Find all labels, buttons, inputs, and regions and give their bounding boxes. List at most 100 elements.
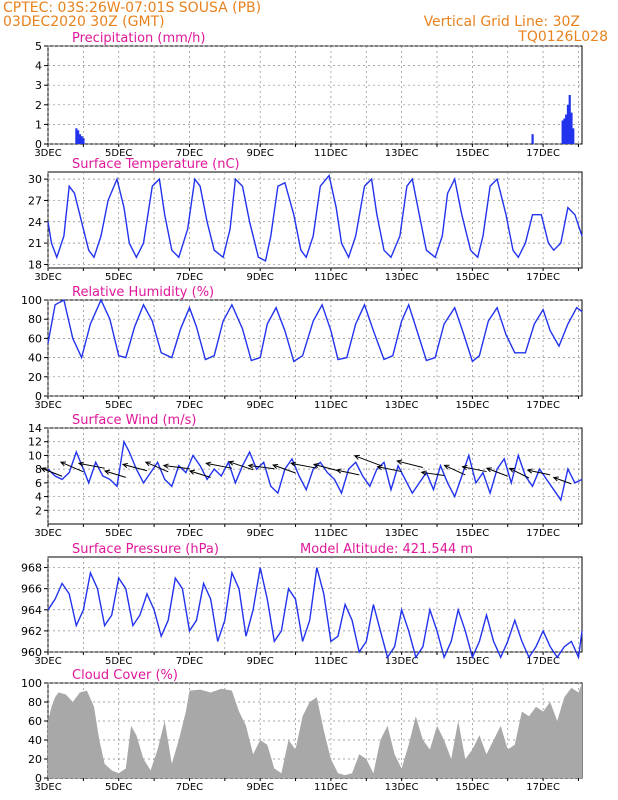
rh-ytick-label: 20 [28,371,42,384]
wind-arrow-head [312,462,319,469]
precip-xtick-label: 15DEC [456,148,490,159]
cloud-xtick-label: 5DEC [105,782,132,793]
wind-arrow-head [40,467,47,473]
wind-xtick-label: 9DEC [246,528,273,539]
cloud-xtick-label: 13DEC [385,782,419,793]
rh-ytick-label: 60 [28,332,42,345]
rh-ytick-label: 100 [21,294,42,307]
rh-panel: 0 20 40 60 80 100 3DEC 5DEC 7DEC 9DEC 11DEC 13DEC 15… [21,285,583,411]
precip-ytick-label: 0 [35,138,42,151]
precip-bar [77,130,80,144]
wind-arrow [509,467,530,479]
precip-bar [563,118,566,144]
wind-xtick-label: 13DEC [385,528,419,539]
wind-arrow-head [188,469,195,475]
wind-series-line [47,439,583,502]
wind-arrow [145,461,169,473]
cloud-xtick-label: 15DEC [456,782,490,793]
pressure-xtick-label: 11DEC [314,656,348,667]
wind-arrow [60,461,84,473]
precip-bar [80,136,83,144]
precip-bar [565,114,568,144]
wind-arrow [336,469,360,476]
temp-xtick-label: 5DEC [105,272,132,283]
cloud-area [48,683,582,778]
precip-bar [78,134,82,144]
precip-ytick-label: 2 [35,99,42,112]
precip-xtick-label: 9DEC [246,148,273,159]
cloud-ytick-label: 20 [28,753,42,766]
cloud-xtick-label: 9DEC [246,782,273,793]
cloud-ytick-label: 80 [28,696,42,709]
precip-title: Precipitation (mm/h) [72,31,205,46]
temp-frame [47,171,583,269]
wind-arrow-head [552,476,559,482]
pressure-xtick-label: 13DEC [385,656,419,667]
temp-ytick-label: 18 [28,258,42,271]
precip-bar [531,134,534,144]
temp-xtick-label: 13DEC [385,272,419,283]
pressure-xtick-label: 17DEC [526,656,560,667]
wind-arrow-head [162,463,169,469]
wind-arrow-head [121,462,129,469]
wind-arrow-head [461,465,468,471]
wind-arrow [248,465,275,470]
wind-arrow [421,471,445,477]
wind-arrow-head [59,461,66,467]
wind-arrow-head [396,459,403,465]
wind-xtick-label: 5DEC [105,528,132,539]
wind-arrow-head [77,461,84,467]
vertical-grid-info: Vertical Grid Line: 30Z [423,14,580,30]
wind-arrow [354,455,381,466]
rh-xtick-label: 13DEC [385,400,419,411]
wind-arrow [163,465,190,470]
temp-xtick-label: 7DEC [176,272,203,283]
precip-xtick-label: 3DEC [34,148,61,159]
pressure-panel: 960 962 964 966 968 3DEC 5DEC 7DEC 9DEC 11DEC 13DE… [21,542,583,667]
temp-xtick-label: 17DEC [526,272,560,283]
rh-ytick-label: 80 [28,313,42,326]
rh-xtick-label: 11DEC [314,400,348,411]
wind-arrow [553,476,572,485]
wind-ytick-label: 10 [28,449,42,462]
wind-title: Surface Wind (m/s) [72,413,196,428]
wind-arrow-head [335,468,342,474]
wind-arrow-head [247,463,254,469]
temp-xtick-label: 3DEC [34,272,61,283]
precip-bar [561,120,564,144]
wind-ytick-label: 12 [28,436,42,449]
model-code: TQ0126L028 [518,29,608,45]
rh-title: Relative Humidity (%) [72,285,214,300]
precip-xtick-label: 5DEC [105,148,132,159]
cloud-xtick-label: 17DEC [526,782,560,793]
wind-arrow [41,467,63,477]
wind-arrow-head [376,465,383,471]
precip-ytick-label: 5 [35,40,42,53]
cloud-xtick-label: 3DEC [34,782,61,793]
wind-arrow-head [290,461,297,467]
precip-xtick-label: 11DEC [314,148,348,159]
wind-arrow [122,463,148,472]
pressure-xtick-label: 3DEC [34,656,61,667]
temp-ytick-label: 21 [28,237,42,250]
pressure-xtick-label: 15DEC [456,656,490,667]
rh-xtick-label: 7DEC [176,400,203,411]
pressure-title: Surface Pressure (hPa) [72,542,219,557]
cloud-ytick-label: 0 [35,772,42,785]
cloud-ytick-label: 100 [21,677,42,690]
header: CPTEC: 03S:26W-07:01S SOUSA (PB) 03DEC20… [0,0,618,48]
wind-arrow [104,470,126,478]
wind-xtick-label: 11DEC [314,528,348,539]
pressure-xtick-label: 5DEC [105,656,132,667]
precip-ytick-label: 1 [35,118,42,131]
wind-arrow [189,470,211,478]
pressure-frame [47,556,583,653]
wind-xtick-label: 7DEC [176,528,203,539]
model-altitude-label: Model Altitude: 421.544 m [300,542,473,557]
wind-arrow-head [420,470,427,476]
wind-arrow [527,469,551,476]
wind-arrow [206,462,232,469]
cloud-xtick-label: 11DEC [314,782,348,793]
